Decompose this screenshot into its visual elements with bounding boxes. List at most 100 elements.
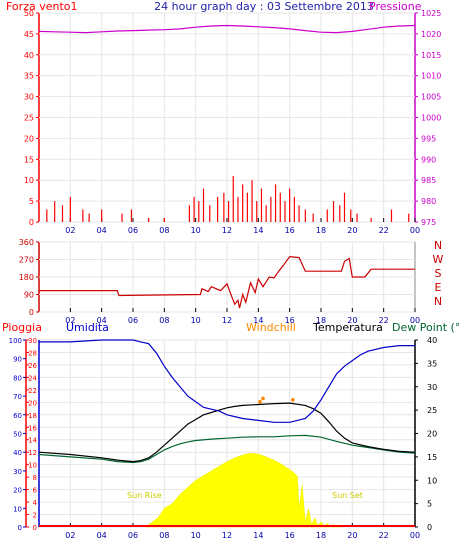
x-tick-label: 02 [65, 316, 75, 325]
x-tick-label: 18 [316, 316, 326, 325]
graph-title: 24 hour graph day : 03 Settembre 2013 [154, 0, 374, 13]
pressure-tick-label: 1020 [421, 30, 441, 39]
humidity-tick-label: 90 [13, 356, 22, 364]
temp-tick-label: 5 [427, 500, 432, 509]
x-tick-label: 20 [347, 316, 357, 325]
sunset-label: Sun Set [332, 491, 363, 500]
windchill-point [291, 398, 295, 402]
wind-tick-label: 35 [24, 72, 34, 81]
x-tick-label: 10 [191, 316, 201, 325]
x-tick-label: 08 [159, 531, 169, 540]
x-tick-label: 20 [347, 531, 357, 540]
x-tick-label: 18 [316, 226, 326, 235]
pressure-tick-label: 1025 [421, 9, 441, 18]
humidity-tick-label: 0 [18, 524, 22, 532]
rain-tick-label: 4 [33, 499, 38, 507]
rain-tick-label: 18 [28, 412, 37, 420]
humidity-tick-label: 30 [13, 468, 22, 476]
direction-ticks: 0 90 180 270 360 [19, 238, 39, 317]
wind-speed-ticks: 0 5 10 15 20 25 30 35 40 45 50 [24, 9, 39, 227]
x-tick-label: 12 [222, 226, 232, 235]
rain-tick-label: 26 [28, 362, 37, 370]
x-tick-label: 12 [222, 316, 232, 325]
x-tick-label: 16 [285, 531, 295, 540]
panel3-x-ticks: 02 04 06 08 10 12 14 16 18 20 22 00 [65, 523, 420, 540]
wind-direction-line [39, 255, 415, 309]
wind-speed-bars [46, 176, 410, 222]
rain-tick-label: 20 [28, 399, 37, 407]
x-tick-label: 10 [191, 531, 201, 540]
wind-tick-label: 25 [24, 114, 34, 123]
x-tick-label: 22 [379, 226, 389, 235]
wind-tick-label: 20 [24, 134, 34, 143]
humidity-tick-label: 70 [13, 393, 22, 401]
humidity-ticks: 0 10 20 30 40 50 60 70 80 90 100 [9, 337, 26, 532]
humidity-tick-label: 100 [9, 337, 22, 345]
x-tick-label: 02 [65, 531, 75, 540]
windchill-marks [258, 396, 295, 404]
x-tick-label: 22 [379, 316, 389, 325]
direction-tick-label: 360 [19, 238, 34, 247]
windchill-legend: Windchill [246, 321, 296, 334]
temp-tick-label: 0 [427, 523, 432, 532]
x-tick-label: 14 [253, 316, 263, 325]
rain-axis-title: Pioggia [2, 321, 42, 334]
rain-tick-label: 16 [28, 424, 37, 432]
x-tick-label: 00 [410, 531, 420, 540]
wind-tick-label: 45 [24, 30, 34, 39]
humidity-line [39, 339, 415, 423]
pressure-tick-label: 980 [421, 197, 436, 206]
humidity-tick-label: 40 [13, 449, 22, 457]
humidity-tick-label: 60 [13, 412, 22, 420]
x-tick-label: 18 [316, 531, 326, 540]
pressure-tick-label: 1005 [421, 93, 441, 102]
humidity-tick-label: 80 [13, 374, 22, 382]
humidity-axis-title: Umidita [66, 321, 109, 334]
wind-axis-title: Forza vento1 [6, 0, 78, 13]
x-tick-label: 02 [65, 226, 75, 235]
rain-tick-label: 22 [28, 387, 37, 395]
wind-tick-label: 30 [24, 93, 34, 102]
dewpoint-legend: Dew Point (°C [392, 321, 459, 334]
temperature-line [38, 402, 416, 463]
x-tick-label: 10 [191, 226, 201, 235]
x-tick-label: 20 [347, 226, 357, 235]
x-tick-label: 22 [379, 531, 389, 540]
pressure-ticks: 975 980 985 990 995 1000 1005 1010 1015 1020 1025 [415, 9, 441, 227]
wind-tick-label: 50 [24, 9, 34, 18]
x-tick-label: 04 [97, 226, 107, 235]
x-tick-label: 00 [410, 316, 420, 325]
x-tick-label: 12 [222, 531, 232, 540]
x-tick-label: 06 [128, 531, 138, 540]
temp-tick-label: 30 [427, 383, 437, 392]
temp-tick-label: 20 [427, 430, 437, 439]
pressure-axis-title: Pressione [369, 0, 422, 13]
compass-label: N [434, 295, 442, 308]
temperature-ticks: 0 5 10 15 20 25 30 35 40 [415, 336, 437, 532]
compass-label: N [434, 239, 442, 252]
pressure-tick-label: 985 [421, 176, 436, 185]
x-tick-label: 04 [97, 316, 107, 325]
pressure-tick-label: 1000 [421, 114, 441, 123]
dewpoint-line [38, 434, 416, 464]
x-tick-label: 14 [253, 531, 263, 540]
wind-tick-label: 15 [24, 155, 34, 164]
humidity-tick-label: 50 [13, 431, 22, 439]
x-tick-label: 16 [285, 226, 295, 235]
direction-tick-label: 180 [19, 273, 34, 282]
temp-tick-label: 35 [427, 359, 437, 368]
wind-tick-label: 0 [29, 218, 34, 227]
pressure-tick-label: 990 [421, 155, 436, 164]
sunrise-label: Sun Rise [127, 491, 162, 500]
pressure-tick-label: 975 [421, 218, 436, 227]
humidity-tick-label: 10 [13, 505, 22, 513]
rain-humidity-temp-panel: Pioggia Umidita Windchill Temperatura De… [2, 321, 459, 540]
panel2-x-ticks: 02 04 06 08 10 12 14 16 18 20 22 00 [65, 308, 420, 325]
x-tick-label: 04 [97, 531, 107, 540]
wind-tick-label: 5 [29, 197, 34, 206]
direction-tick-label: 0 [29, 308, 34, 317]
compass-label: W [433, 253, 444, 266]
